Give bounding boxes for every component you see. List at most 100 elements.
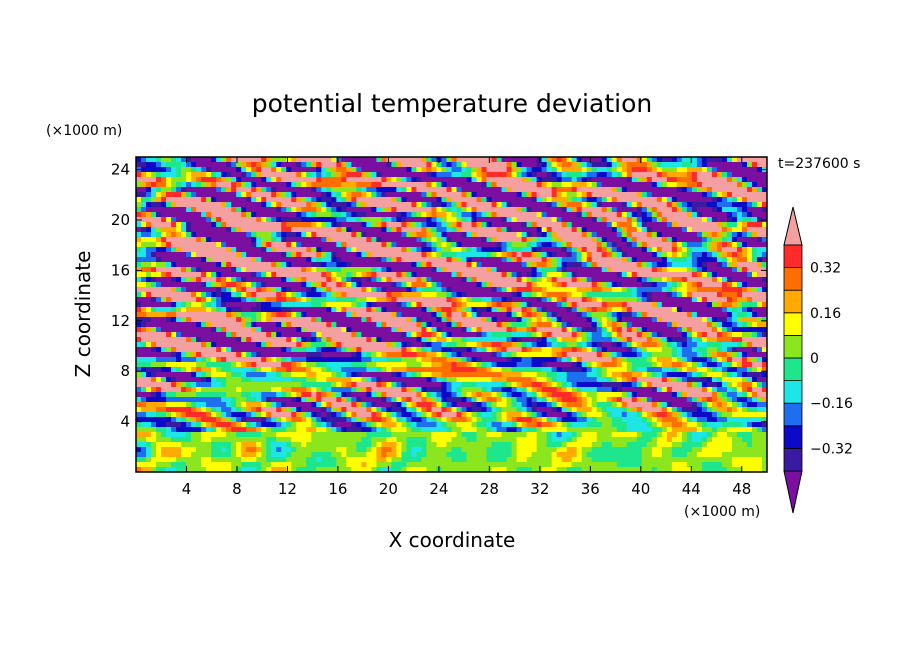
heatmap-cell bbox=[551, 212, 558, 218]
heatmap-cell bbox=[561, 317, 568, 323]
heatmap-cell bbox=[636, 192, 643, 198]
heatmap-cell bbox=[741, 277, 748, 283]
heatmap-cell bbox=[361, 327, 367, 333]
heatmap-cell bbox=[246, 237, 252, 243]
heatmap-cell bbox=[656, 192, 663, 198]
heatmap-cell bbox=[181, 212, 187, 218]
heatmap-cell bbox=[516, 252, 523, 258]
heatmap-cell bbox=[346, 352, 352, 358]
heatmap-cell bbox=[226, 257, 232, 263]
heatmap-cell bbox=[561, 277, 568, 283]
heatmap-cell bbox=[191, 332, 197, 338]
heatmap-cell bbox=[571, 162, 578, 168]
heatmap-cell bbox=[756, 227, 763, 233]
heatmap-cell bbox=[441, 322, 448, 328]
heatmap-cell bbox=[586, 222, 593, 228]
heatmap-cell bbox=[171, 257, 177, 263]
heatmap-cell bbox=[296, 237, 302, 243]
heatmap-cell bbox=[421, 277, 428, 283]
heatmap-cell bbox=[211, 287, 217, 293]
heatmap-cell bbox=[146, 352, 152, 358]
heatmap-cell bbox=[346, 227, 352, 233]
heatmap-cell bbox=[351, 312, 357, 318]
heatmap-cell bbox=[151, 292, 157, 298]
heatmap-cell bbox=[486, 207, 493, 213]
heatmap-cell bbox=[286, 327, 292, 333]
heatmap-cell bbox=[491, 297, 498, 303]
heatmap-cell bbox=[561, 222, 568, 228]
heatmap-cell bbox=[581, 227, 588, 233]
heatmap-cell bbox=[661, 242, 668, 248]
heatmap-cell bbox=[721, 282, 728, 288]
heatmap-cell bbox=[656, 177, 663, 183]
heatmap-cell bbox=[746, 182, 753, 188]
heatmap-cell bbox=[161, 287, 167, 293]
heatmap-cell bbox=[411, 192, 418, 198]
heatmap-cell bbox=[191, 182, 197, 188]
heatmap-cell bbox=[416, 277, 423, 283]
heatmap-cell bbox=[226, 162, 232, 168]
heatmap-cell bbox=[406, 232, 413, 238]
heatmap-cell bbox=[581, 232, 588, 238]
heatmap-cell bbox=[476, 302, 483, 308]
heatmap-cell bbox=[481, 157, 488, 163]
heatmap-cell bbox=[226, 327, 232, 333]
y-unit-label: (×1000 m) bbox=[46, 123, 122, 139]
heatmap-cell bbox=[471, 292, 478, 298]
heatmap-cell bbox=[541, 267, 548, 273]
heatmap-cell bbox=[566, 297, 573, 303]
heatmap-cell bbox=[606, 327, 613, 333]
heatmap-cell bbox=[471, 302, 478, 308]
heatmap-cell bbox=[236, 307, 242, 313]
heatmap-cell bbox=[176, 202, 182, 208]
heatmap-cell bbox=[581, 277, 588, 283]
heatmap-cell bbox=[751, 197, 758, 203]
heatmap-cell bbox=[711, 162, 718, 168]
heatmap-cell bbox=[721, 182, 728, 188]
heatmap-cell bbox=[246, 187, 252, 193]
heatmap-cell bbox=[546, 257, 553, 263]
heatmap-cell bbox=[671, 317, 678, 323]
heatmap-cell bbox=[411, 292, 418, 298]
heatmap-cell bbox=[451, 237, 458, 243]
heatmap-cell bbox=[291, 352, 297, 358]
heatmap-cell bbox=[656, 247, 663, 253]
heatmap-cell bbox=[196, 232, 202, 238]
heatmap-cell bbox=[321, 197, 327, 203]
heatmap-cell bbox=[286, 172, 292, 178]
heatmap-cell bbox=[671, 287, 678, 293]
heatmap-cell bbox=[481, 287, 488, 293]
heatmap-cell bbox=[196, 157, 202, 163]
heatmap-cell bbox=[601, 347, 608, 353]
heatmap-cell bbox=[601, 192, 608, 198]
heatmap-cell bbox=[411, 252, 418, 258]
heatmap-cell bbox=[731, 212, 738, 218]
heatmap-cell bbox=[571, 312, 578, 318]
heatmap-cell bbox=[471, 172, 478, 178]
heatmap-cell bbox=[611, 262, 618, 268]
heatmap-cell bbox=[346, 197, 352, 203]
heatmap-cell bbox=[236, 347, 242, 353]
heatmap-cell bbox=[751, 247, 758, 253]
heatmap-cell bbox=[266, 307, 272, 313]
heatmap-cell bbox=[276, 267, 282, 273]
heatmap-cell bbox=[266, 177, 272, 183]
heatmap-cell bbox=[601, 282, 608, 288]
heatmap-cell bbox=[751, 327, 758, 333]
heatmap-cell bbox=[156, 337, 162, 343]
heatmap-cell bbox=[611, 332, 618, 338]
heatmap-cell bbox=[746, 307, 753, 313]
heatmap-cell bbox=[611, 167, 618, 173]
heatmap-cell bbox=[371, 267, 377, 273]
heatmap-cell bbox=[221, 182, 227, 188]
heatmap-cell bbox=[416, 297, 423, 303]
heatmap-cell bbox=[591, 282, 598, 288]
heatmap-cell bbox=[616, 342, 623, 348]
heatmap-cell bbox=[276, 287, 282, 293]
heatmap-cell bbox=[261, 157, 267, 163]
heatmap-cell bbox=[411, 327, 418, 333]
heatmap-cell bbox=[141, 337, 147, 343]
heatmap-cell bbox=[421, 312, 428, 318]
heatmap-cell bbox=[501, 297, 508, 303]
heatmap-cell bbox=[176, 237, 182, 243]
